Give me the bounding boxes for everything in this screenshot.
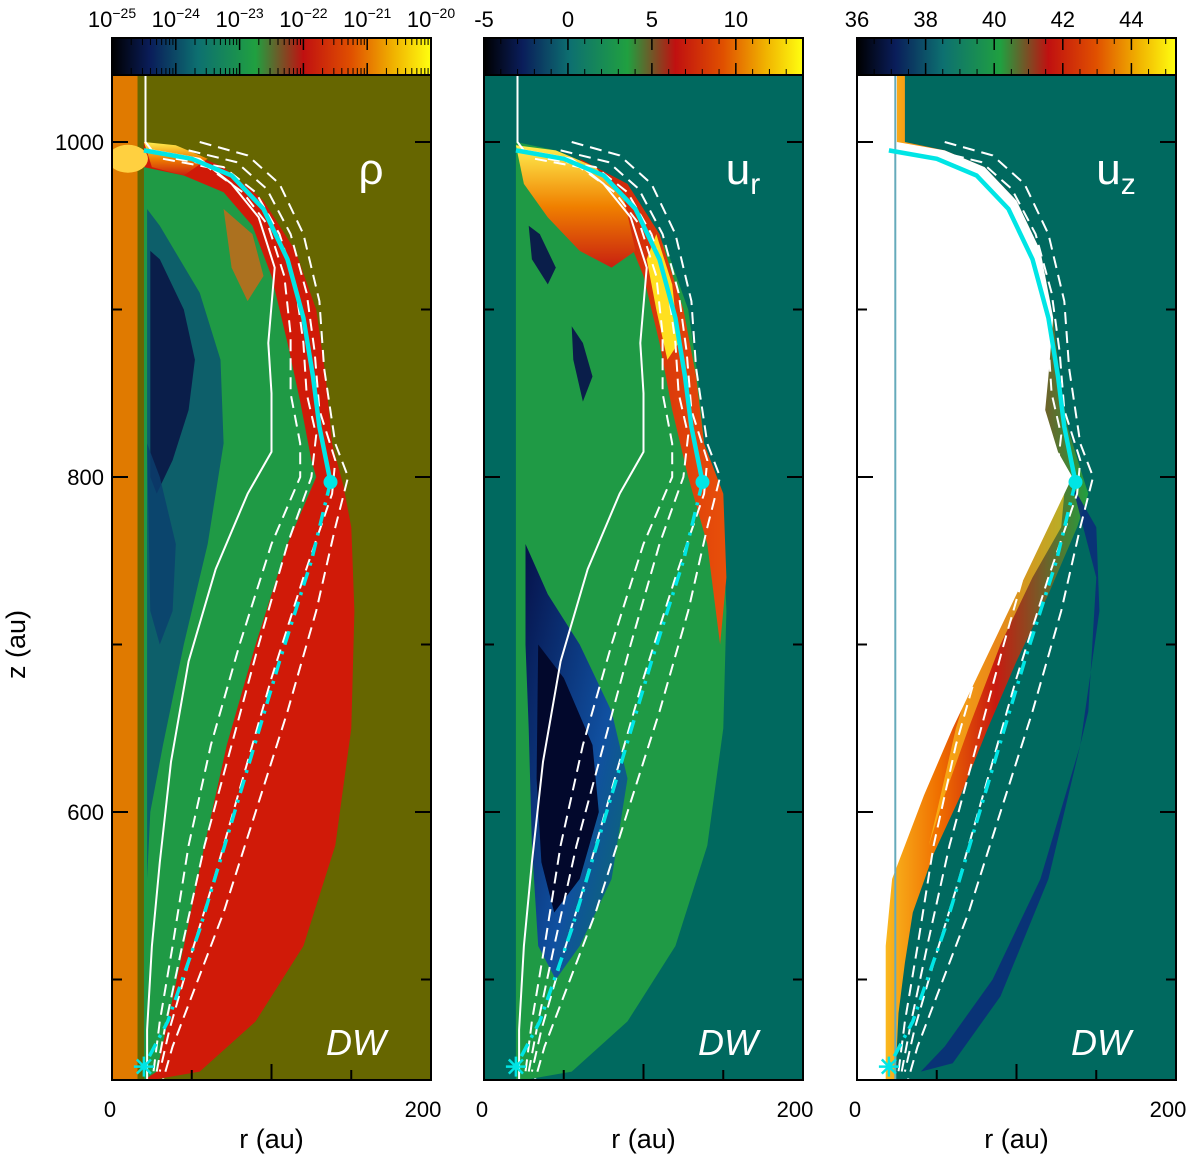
cavity-blue xyxy=(147,443,176,645)
y-tick-label: 800 xyxy=(67,465,104,490)
edge-yellow xyxy=(646,234,679,360)
star-arm xyxy=(507,1058,524,1075)
cyan-solid-line xyxy=(143,148,333,483)
white-contour-dashed xyxy=(897,157,1047,1072)
y-axis: 600 800 1000 z (au) xyxy=(1,130,104,825)
dw-label: DW xyxy=(698,1022,761,1063)
x-tick-label: 200 xyxy=(777,1097,814,1122)
cyan-solid-line xyxy=(515,148,705,483)
x-tick-label: 200 xyxy=(1150,1097,1187,1122)
x-axis-label: r (au) xyxy=(239,1124,304,1154)
white-contour-dashed xyxy=(534,141,722,1080)
cb-tick-label: 44 xyxy=(1119,7,1143,32)
cb-tick-exponent: −21 xyxy=(368,5,392,21)
cyan-dashdot-line xyxy=(514,481,705,1068)
cb-tick-label: 42 xyxy=(1051,7,1075,32)
panel-rho: ρ DW xyxy=(112,75,431,1080)
cyan-star-marker xyxy=(133,1056,154,1077)
x-tick-label: 0 xyxy=(104,1097,116,1122)
cb-tick-label: 36 xyxy=(845,7,869,32)
cb-tick-label: 10−23 xyxy=(215,5,263,32)
ur-colorbar-ticks: -5 0 5 10 xyxy=(474,7,804,75)
white-contour-dashed xyxy=(152,157,302,1072)
cb-tick-exponent: −23 xyxy=(240,5,264,21)
tip-hot xyxy=(143,142,208,176)
x-tick-label: 0 xyxy=(476,1097,488,1122)
x-tick-label: 0 xyxy=(849,1097,861,1122)
knot-dark xyxy=(528,225,556,285)
x-axis-label: r (au) xyxy=(611,1124,676,1154)
axis-band xyxy=(484,75,515,1080)
cyan-dot-marker xyxy=(1068,475,1083,490)
white-contour-dashed xyxy=(524,157,674,1072)
cb-tick-label: 38 xyxy=(913,7,937,32)
y-tick-label: 1000 xyxy=(55,130,104,155)
cb-tick-exponent: −20 xyxy=(431,5,455,21)
cb-tick-label: 40 xyxy=(982,7,1006,32)
cyan-star-marker xyxy=(878,1056,899,1077)
cyan-dashdot-line xyxy=(887,481,1078,1068)
x-axis-label: r (au) xyxy=(984,1124,1049,1154)
white-contour-dashed xyxy=(907,141,1095,1080)
axis-line xyxy=(894,75,905,1080)
cb-tick-exponent: −25 xyxy=(112,5,136,21)
cb-tick-exponent: −22 xyxy=(304,5,328,21)
cb-tick-exponent: −24 xyxy=(176,5,200,21)
white-contour-dashed xyxy=(155,157,318,1072)
cb-tick-label: -5 xyxy=(474,7,494,32)
cb-tick-label: 10−24 xyxy=(152,5,200,32)
uz-colorbar-ticks: 36 38 40 42 44 xyxy=(845,7,1167,75)
cb-tick-label: 10−25 xyxy=(88,5,136,32)
quantity-label: ρ xyxy=(358,145,383,194)
cyan-solid-line xyxy=(888,148,1078,483)
rho-colorbar xyxy=(111,37,432,76)
x-tick-label: 200 xyxy=(405,1097,442,1122)
cyan-dot-marker xyxy=(695,475,710,490)
dw-label: DW xyxy=(1071,1022,1134,1063)
quantity-subscript: r xyxy=(750,168,760,201)
cb-tick-label: 5 xyxy=(646,7,658,32)
white-void xyxy=(857,75,1073,1080)
blue-wake xyxy=(920,485,1100,1072)
cb-tick-label: 0 xyxy=(562,7,574,32)
ur-colorbar xyxy=(483,37,804,76)
white-contour-dashed xyxy=(162,141,350,1080)
panel-frame-2: 0 200 r (au) xyxy=(849,74,1187,1154)
axis-jet-column xyxy=(112,75,138,1080)
cyan-star-marker xyxy=(505,1056,526,1077)
cb-tick-label: 10−22 xyxy=(279,5,327,32)
quantity-subscript: z xyxy=(1121,168,1136,201)
tip-hot xyxy=(515,145,636,268)
jet-head-glow xyxy=(112,144,148,173)
cb-tick-label: 10−21 xyxy=(343,5,391,32)
cavity-dark xyxy=(150,250,195,494)
knot-orange xyxy=(223,209,264,302)
cyan-dashdot-line xyxy=(142,481,333,1068)
y-axis-label: z (au) xyxy=(1,610,31,679)
white-contour-dashed xyxy=(527,157,690,1072)
cb-tick-label: 10−20 xyxy=(407,5,455,32)
cyan-dot-marker xyxy=(323,475,338,490)
y-tick-label: 600 xyxy=(67,800,104,825)
uz-colorbar xyxy=(856,37,1177,76)
star-arm xyxy=(880,1058,897,1075)
white-contour-dashed xyxy=(900,157,1063,1072)
cb-tick-label: 10 xyxy=(724,7,748,32)
panel-frame-0: 0 200 r (au) xyxy=(104,74,442,1154)
star-arm xyxy=(135,1058,152,1075)
panel-frame-1: 0 200 r (au) xyxy=(476,74,814,1154)
knot-dark xyxy=(571,326,593,402)
dw-label: DW xyxy=(326,1022,389,1063)
